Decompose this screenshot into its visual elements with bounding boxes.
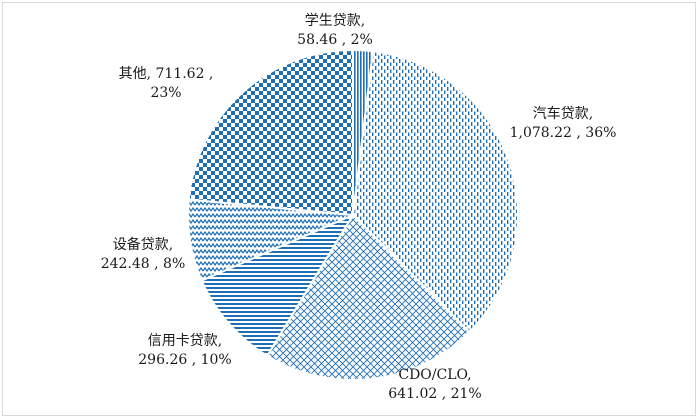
slice-label-2: 汽车贷款, 1,078.22 , 36%	[510, 105, 617, 141]
slice-label-value: 242.48 , 8%	[101, 256, 186, 272]
slice-label-name: 设备贷款,	[113, 236, 173, 253]
pie-slice-3	[265, 213, 471, 381]
slice-label-name: 学生贷款,	[305, 13, 365, 29]
slice-label-3: CDO/CLO, 641.02 , 21%	[388, 367, 481, 402]
slice-label-6: 其他, 711.62 , 23%	[119, 66, 214, 101]
pie-chart: 学生贷款, 58.46 , 2% 汽车贷款, 1,078.22 , 36% CDO/CL…	[101, 13, 617, 402]
slice-label-value: 23%	[150, 85, 181, 101]
slice-label-name: CDO/CLO,	[398, 367, 471, 383]
slice-label-name: 其他, 711.62 ,	[119, 66, 214, 82]
pie-slices	[187, 48, 519, 381]
chart-frame: 学生贷款, 58.46 , 2% 汽车贷款, 1,078.22 , 36% CDO/CL…	[2, 2, 696, 416]
pie-slice-6	[187, 48, 354, 217]
pie-slice-2	[351, 50, 519, 334]
pie-slice-4	[200, 212, 356, 358]
slice-label-1: 学生贷款, 58.46 , 2%	[297, 13, 373, 48]
slice-label-value: 58.46 , 2%	[297, 32, 373, 48]
slice-label-value: 641.02 , 21%	[388, 386, 481, 402]
slice-label-5: 设备贷款, 242.48 , 8%	[101, 236, 186, 272]
slice-label-name: 汽车贷款,	[533, 105, 593, 122]
slice-label-value: 1,078.22 , 36%	[510, 125, 617, 141]
slice-label-4: 信用卡贷款, 296.26 , 10%	[138, 333, 231, 368]
slice-label-name: 信用卡贷款,	[148, 333, 222, 349]
pie-labels: 学生贷款, 58.46 , 2% 汽车贷款, 1,078.22 , 36% CDO/CL…	[101, 13, 617, 402]
slice-label-value: 296.26 , 10%	[138, 352, 231, 368]
